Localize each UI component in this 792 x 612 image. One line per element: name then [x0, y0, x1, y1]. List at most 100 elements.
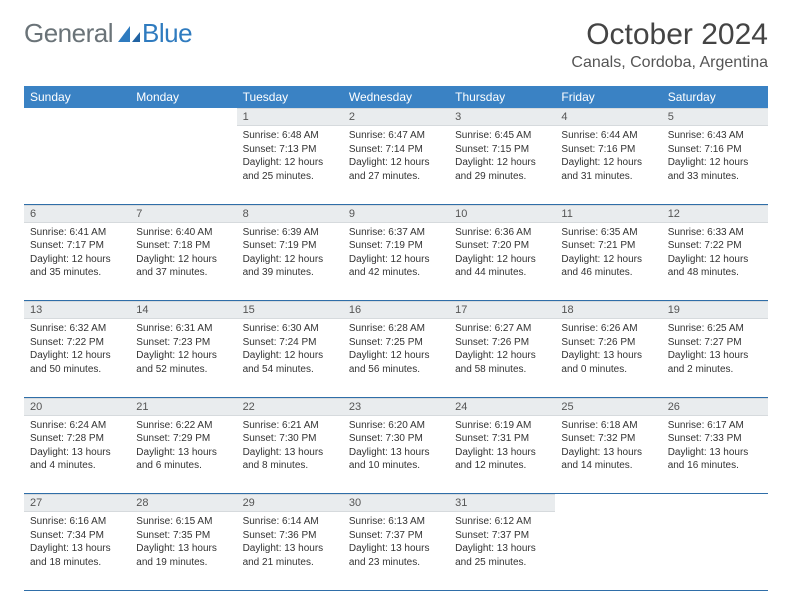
- day-number: 22: [237, 398, 343, 416]
- day-details: Sunrise: 6:32 AMSunset: 7:22 PMDaylight:…: [24, 319, 130, 381]
- day-cell: Sunrise: 6:32 AMSunset: 7:22 PMDaylight:…: [24, 319, 130, 397]
- day-cell: Sunrise: 6:25 AMSunset: 7:27 PMDaylight:…: [662, 319, 768, 397]
- day-cell: Sunrise: 6:36 AMSunset: 7:20 PMDaylight:…: [449, 223, 555, 301]
- day-number: 28: [130, 494, 236, 512]
- day-details: Sunrise: 6:41 AMSunset: 7:17 PMDaylight:…: [24, 223, 130, 285]
- weekday-header: Thursday: [449, 86, 555, 108]
- day-details: Sunrise: 6:16 AMSunset: 7:34 PMDaylight:…: [24, 512, 130, 574]
- day-number: 10: [449, 205, 555, 223]
- day-cell: Sunrise: 6:15 AMSunset: 7:35 PMDaylight:…: [130, 512, 236, 590]
- day-cell: [130, 126, 236, 204]
- logo-sail-icon: [116, 24, 140, 44]
- day-details: Sunrise: 6:25 AMSunset: 7:27 PMDaylight:…: [662, 319, 768, 381]
- weekday-header: Saturday: [662, 86, 768, 108]
- weekday-header: Tuesday: [237, 86, 343, 108]
- day-number: 6: [24, 205, 130, 223]
- day-number: [130, 108, 236, 124]
- day-cell: Sunrise: 6:41 AMSunset: 7:17 PMDaylight:…: [24, 223, 130, 301]
- day-cell: Sunrise: 6:18 AMSunset: 7:32 PMDaylight:…: [555, 416, 661, 494]
- day-cell: Sunrise: 6:16 AMSunset: 7:34 PMDaylight:…: [24, 512, 130, 590]
- day-details: Sunrise: 6:26 AMSunset: 7:26 PMDaylight:…: [555, 319, 661, 381]
- day-cell: Sunrise: 6:17 AMSunset: 7:33 PMDaylight:…: [662, 416, 768, 494]
- day-details: Sunrise: 6:44 AMSunset: 7:16 PMDaylight:…: [555, 126, 661, 188]
- month-title: October 2024: [571, 18, 768, 52]
- week-row: Sunrise: 6:41 AMSunset: 7:17 PMDaylight:…: [24, 223, 768, 301]
- logo-text-part1: General: [24, 18, 113, 49]
- day-cell: Sunrise: 6:45 AMSunset: 7:15 PMDaylight:…: [449, 126, 555, 204]
- daynum-row: 2728293031: [24, 494, 768, 513]
- day-details: Sunrise: 6:19 AMSunset: 7:31 PMDaylight:…: [449, 416, 555, 478]
- title-block: October 2024 Canals, Cordoba, Argentina: [571, 18, 768, 72]
- day-number: 30: [343, 494, 449, 512]
- day-details: Sunrise: 6:31 AMSunset: 7:23 PMDaylight:…: [130, 319, 236, 381]
- day-number: 3: [449, 108, 555, 126]
- day-cell: Sunrise: 6:31 AMSunset: 7:23 PMDaylight:…: [130, 319, 236, 397]
- day-number: 2: [343, 108, 449, 126]
- day-cell: Sunrise: 6:39 AMSunset: 7:19 PMDaylight:…: [237, 223, 343, 301]
- logo-text-part2: Blue: [142, 18, 192, 49]
- day-number: 19: [662, 301, 768, 319]
- day-details: Sunrise: 6:21 AMSunset: 7:30 PMDaylight:…: [237, 416, 343, 478]
- daynum-row: 12345: [24, 108, 768, 126]
- location: Canals, Cordoba, Argentina: [571, 54, 768, 72]
- day-number: 14: [130, 301, 236, 319]
- day-cell: Sunrise: 6:30 AMSunset: 7:24 PMDaylight:…: [237, 319, 343, 397]
- day-cell: Sunrise: 6:21 AMSunset: 7:30 PMDaylight:…: [237, 416, 343, 494]
- day-cell: Sunrise: 6:44 AMSunset: 7:16 PMDaylight:…: [555, 126, 661, 204]
- daynum-row: 13141516171819: [24, 301, 768, 320]
- day-number: 23: [343, 398, 449, 416]
- day-number: 26: [662, 398, 768, 416]
- day-details: Sunrise: 6:15 AMSunset: 7:35 PMDaylight:…: [130, 512, 236, 574]
- day-cell: [662, 512, 768, 590]
- header: General Blue October 2024 Canals, Cordob…: [24, 18, 768, 72]
- day-cell: Sunrise: 6:33 AMSunset: 7:22 PMDaylight:…: [662, 223, 768, 301]
- day-details: Sunrise: 6:47 AMSunset: 7:14 PMDaylight:…: [343, 126, 449, 188]
- day-number: [662, 494, 768, 510]
- day-cell: [555, 512, 661, 590]
- day-cell: Sunrise: 6:28 AMSunset: 7:25 PMDaylight:…: [343, 319, 449, 397]
- day-details: Sunrise: 6:18 AMSunset: 7:32 PMDaylight:…: [555, 416, 661, 478]
- day-details: Sunrise: 6:48 AMSunset: 7:13 PMDaylight:…: [237, 126, 343, 188]
- day-details: Sunrise: 6:24 AMSunset: 7:28 PMDaylight:…: [24, 416, 130, 478]
- day-details: Sunrise: 6:30 AMSunset: 7:24 PMDaylight:…: [237, 319, 343, 381]
- day-details: Sunrise: 6:20 AMSunset: 7:30 PMDaylight:…: [343, 416, 449, 478]
- day-number: 27: [24, 494, 130, 512]
- day-number: 13: [24, 301, 130, 319]
- day-cell: Sunrise: 6:22 AMSunset: 7:29 PMDaylight:…: [130, 416, 236, 494]
- day-number: 8: [237, 205, 343, 223]
- day-details: Sunrise: 6:14 AMSunset: 7:36 PMDaylight:…: [237, 512, 343, 574]
- day-details: Sunrise: 6:12 AMSunset: 7:37 PMDaylight:…: [449, 512, 555, 574]
- day-cell: Sunrise: 6:48 AMSunset: 7:13 PMDaylight:…: [237, 126, 343, 204]
- day-cell: Sunrise: 6:24 AMSunset: 7:28 PMDaylight:…: [24, 416, 130, 494]
- day-details: Sunrise: 6:17 AMSunset: 7:33 PMDaylight:…: [662, 416, 768, 478]
- day-cell: Sunrise: 6:37 AMSunset: 7:19 PMDaylight:…: [343, 223, 449, 301]
- day-number: 31: [449, 494, 555, 512]
- day-details: Sunrise: 6:28 AMSunset: 7:25 PMDaylight:…: [343, 319, 449, 381]
- weekday-header: Sunday: [24, 86, 130, 108]
- day-number: [555, 494, 661, 510]
- day-cell: Sunrise: 6:47 AMSunset: 7:14 PMDaylight:…: [343, 126, 449, 204]
- week-row: Sunrise: 6:48 AMSunset: 7:13 PMDaylight:…: [24, 126, 768, 204]
- day-details: Sunrise: 6:36 AMSunset: 7:20 PMDaylight:…: [449, 223, 555, 285]
- day-details: Sunrise: 6:40 AMSunset: 7:18 PMDaylight:…: [130, 223, 236, 285]
- day-cell: Sunrise: 6:26 AMSunset: 7:26 PMDaylight:…: [555, 319, 661, 397]
- day-details: Sunrise: 6:35 AMSunset: 7:21 PMDaylight:…: [555, 223, 661, 285]
- day-number: 21: [130, 398, 236, 416]
- day-cell: Sunrise: 6:43 AMSunset: 7:16 PMDaylight:…: [662, 126, 768, 204]
- day-number: [24, 108, 130, 124]
- day-cell: Sunrise: 6:35 AMSunset: 7:21 PMDaylight:…: [555, 223, 661, 301]
- day-number: 4: [555, 108, 661, 126]
- day-cell: Sunrise: 6:40 AMSunset: 7:18 PMDaylight:…: [130, 223, 236, 301]
- day-details: Sunrise: 6:27 AMSunset: 7:26 PMDaylight:…: [449, 319, 555, 381]
- day-cell: Sunrise: 6:12 AMSunset: 7:37 PMDaylight:…: [449, 512, 555, 590]
- day-cell: [24, 126, 130, 204]
- day-number: 5: [662, 108, 768, 126]
- day-details: Sunrise: 6:33 AMSunset: 7:22 PMDaylight:…: [662, 223, 768, 285]
- day-number: 11: [555, 205, 661, 223]
- day-number: 1: [237, 108, 343, 126]
- week-row: Sunrise: 6:32 AMSunset: 7:22 PMDaylight:…: [24, 319, 768, 397]
- daynum-row: 6789101112: [24, 204, 768, 223]
- week-row: Sunrise: 6:24 AMSunset: 7:28 PMDaylight:…: [24, 416, 768, 494]
- day-cell: Sunrise: 6:20 AMSunset: 7:30 PMDaylight:…: [343, 416, 449, 494]
- logo: General Blue: [24, 18, 192, 49]
